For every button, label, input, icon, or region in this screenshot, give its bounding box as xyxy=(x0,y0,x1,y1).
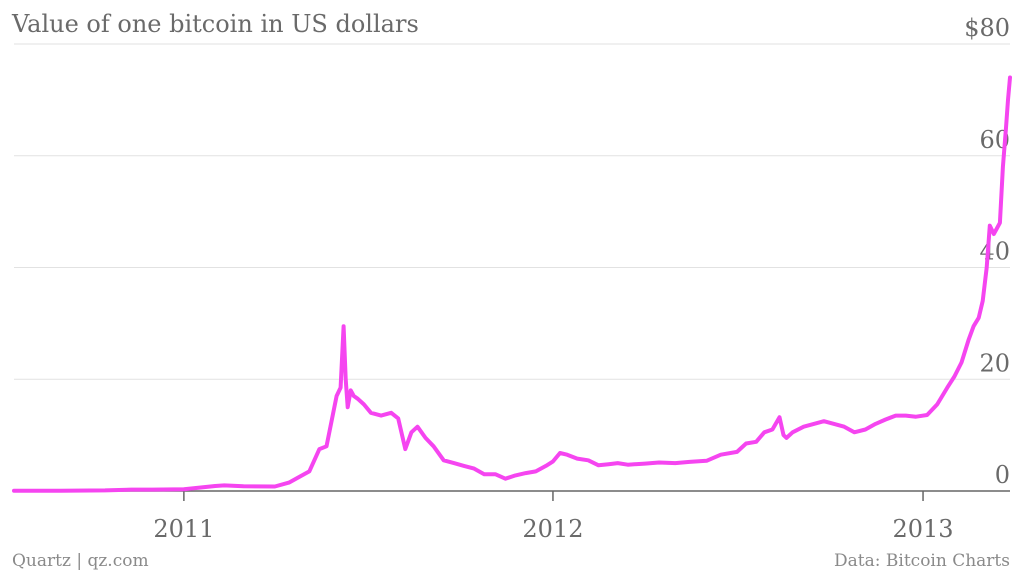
y-tick-label: 0 xyxy=(995,461,1010,489)
x-tick-label: 2013 xyxy=(893,515,954,543)
series-line xyxy=(12,75,1012,493)
y-tick-label: 40 xyxy=(979,238,1010,266)
x-tick-label: 2012 xyxy=(522,515,583,543)
chart-title: Value of one bitcoin in US dollars xyxy=(12,10,419,38)
series-layer xyxy=(12,75,1012,493)
source-credit: Quartz | qz.com xyxy=(12,551,149,571)
y-tick-label: $80 xyxy=(964,14,1010,42)
y-tick-label: 20 xyxy=(979,349,1010,377)
x-axis-labels: 2011 2012 2013 xyxy=(153,491,954,543)
data-source: Data: Bitcoin Charts xyxy=(834,551,1010,571)
gridlines xyxy=(14,43,1010,380)
x-tick-label: 2011 xyxy=(153,515,214,543)
